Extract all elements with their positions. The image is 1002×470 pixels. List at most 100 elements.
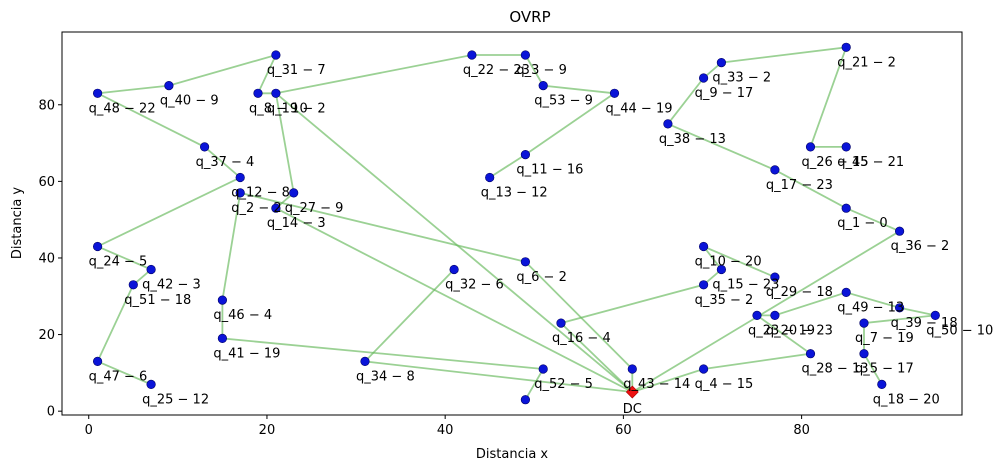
customer-label: q_5 − 17: [855, 362, 914, 377]
route-1: [631, 46, 902, 393]
customer-point: [930, 310, 940, 321]
customer-point: [716, 264, 727, 275]
x-tick-label: 20: [259, 423, 276, 438]
customer-label: q_47 − 6: [89, 369, 148, 384]
customer-point: [770, 272, 780, 282]
depot-label: DC: [623, 402, 642, 417]
customer-label: q_7 − 19: [855, 331, 914, 346]
customer-point: [698, 364, 709, 374]
customer-label: q_11 − 16: [516, 163, 583, 178]
customer-label: q_50 − 10: [926, 323, 993, 338]
customer-label: q_45 − 21: [837, 155, 904, 170]
route-2: [559, 244, 776, 393]
customer-point: [538, 364, 548, 374]
customer-label: q_34 − 8: [356, 369, 415, 384]
customer-point: [698, 280, 709, 290]
customer-point: [520, 257, 531, 267]
customer-label: q_10 − 20: [695, 255, 762, 270]
customer-label: q_13 − 12: [481, 186, 548, 201]
customer-label: q_23 − 19: [748, 323, 815, 338]
x-axis-label: Distancia x: [476, 447, 549, 462]
customer-label: q_19 − 2: [267, 101, 326, 116]
customer-point: [627, 364, 637, 374]
customer-point: [805, 142, 816, 152]
customer-label: q_36 − 2: [891, 239, 950, 254]
customer-label: q_9 − 17: [695, 86, 754, 101]
customer-label: q_20 − 23: [766, 323, 833, 338]
y-tick-label: 60: [38, 175, 55, 190]
customer-label: q_38 − 13: [659, 132, 726, 147]
x-tick-label: 40: [437, 423, 454, 438]
customer-point: [271, 50, 281, 60]
customer-label: q_37 − 4: [196, 155, 255, 170]
customer-point: [894, 303, 905, 313]
customer-point: [164, 80, 174, 91]
points-layer: [92, 42, 940, 405]
y-tick-label: 0: [47, 405, 55, 420]
customer-point: [698, 73, 709, 83]
y-tick-label: 20: [38, 328, 55, 343]
customer-label: q_14 − 3: [267, 216, 326, 231]
customer-point: [485, 172, 495, 183]
customer-point: [92, 88, 103, 98]
customer-label: q_28 − 13: [802, 362, 869, 377]
customer-label: q_15 − 23: [712, 278, 779, 293]
customer-label: q_6 − 2: [516, 270, 566, 285]
customer-point: [271, 203, 281, 213]
x-tick-label: 60: [615, 423, 632, 438]
customer-label: q_52 − 5: [534, 377, 593, 392]
customer-point: [841, 287, 851, 298]
customer-point: [92, 241, 103, 252]
customer-point: [467, 50, 477, 60]
customer-point: [449, 264, 459, 275]
customer-label: q_49 − 13: [837, 300, 904, 315]
customer-label: q_40 − 9: [160, 94, 219, 109]
customer-label: q_32 − 6: [445, 278, 504, 293]
customer-point: [520, 150, 531, 160]
customer-label: q_41 − 19: [213, 346, 280, 361]
customer-point: [271, 88, 281, 98]
customer-point: [859, 318, 869, 328]
customer-label: q_51 − 18: [124, 293, 191, 308]
customer-label: q_8 − 10: [249, 101, 308, 116]
route-5: [221, 191, 634, 401]
customer-label: q_35 − 2: [695, 293, 754, 308]
customer-label: q_43 − 14: [623, 377, 690, 392]
customer-label: q_16 − 4: [552, 331, 611, 346]
y-tick-label: 80: [38, 98, 55, 113]
customer-point: [289, 188, 299, 198]
customer-label: q_24 − 5: [89, 255, 148, 270]
customer-label: q_3 − 9: [516, 63, 566, 78]
customer-point: [841, 203, 851, 213]
customer-label: q_1 − 0: [837, 216, 887, 231]
customer-point: [360, 356, 370, 367]
customer-label: q_31 − 7: [267, 63, 326, 78]
customer-point: [841, 142, 851, 152]
customer-point: [556, 318, 566, 328]
customer-label: q_18 − 20: [873, 392, 940, 407]
customer-point: [663, 119, 673, 129]
customer-label: q_17 − 23: [766, 178, 833, 193]
x-axis: 0 20 40 60 80: [85, 415, 810, 438]
customer-label: q_39 − 18: [891, 316, 958, 331]
customer-point: [253, 88, 263, 98]
customer-label: q_33 − 2: [712, 71, 771, 86]
customer-point: [235, 172, 245, 183]
y-axis: 0 20 40 60 80: [38, 98, 62, 420]
customer-point: [146, 379, 156, 390]
customer-point: [894, 226, 905, 236]
customer-label: q_27 − 9: [285, 201, 344, 216]
customer-point: [609, 88, 620, 98]
route-7: [273, 54, 633, 393]
customer-label: q_48 − 22: [89, 101, 156, 116]
customer-point: [805, 349, 816, 359]
customer-label: q_53 − 9: [534, 94, 593, 109]
customer-point: [770, 310, 780, 321]
customer-point: [698, 241, 709, 252]
customer-point: [859, 349, 869, 359]
customer-point: [716, 57, 727, 68]
customer-point: [235, 188, 245, 198]
customer-label: q_26 − 15: [802, 155, 869, 170]
y-axis-label: Distancia y: [10, 187, 25, 260]
